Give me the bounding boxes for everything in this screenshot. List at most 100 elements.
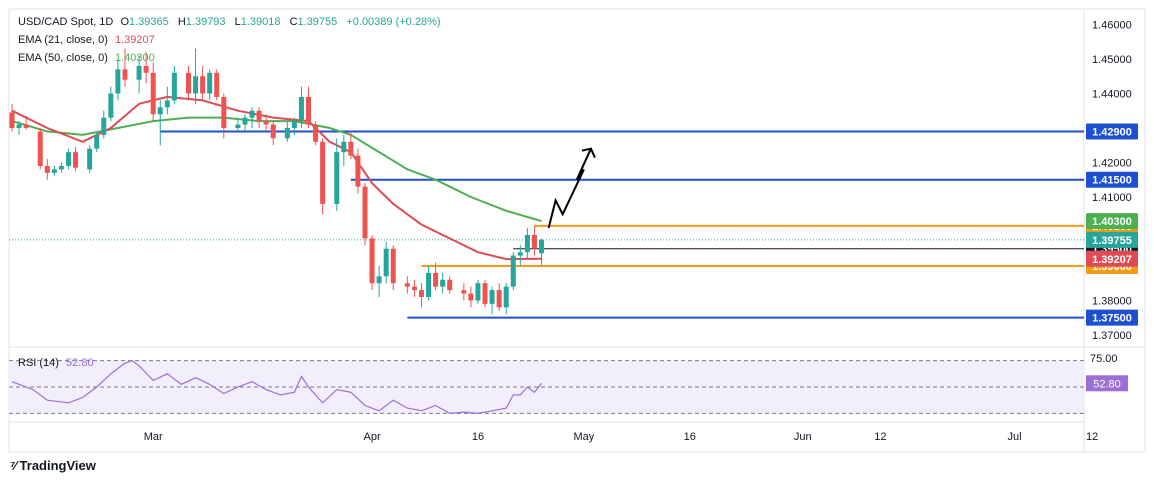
candle-body: [426, 272, 432, 297]
level-tag-resistance: 1.42900: [1086, 123, 1138, 140]
candle-body: [376, 276, 382, 284]
time-tick-label: Jul: [1007, 431, 1021, 443]
projection-path: [547, 148, 592, 229]
candle: [524, 228, 530, 260]
legend-symbol: USD/CAD Spot, 1D: [18, 16, 114, 28]
price-tag-0-bg: [1086, 213, 1138, 230]
candle: [510, 252, 516, 291]
candle: [115, 59, 121, 101]
candle-body: [482, 283, 488, 304]
legend-low-label: L: [234, 16, 241, 28]
candle-body: [496, 290, 502, 308]
legend-high-label: H: [177, 16, 186, 28]
level-tag-resistance-text: 1.42900: [1092, 126, 1132, 138]
candle-body: [510, 255, 516, 287]
price-tick-label: 1.46000: [1092, 20, 1132, 32]
time-axis[interactable]: Mar Apr 16 May 16 Jun 12 Jul 12: [144, 431, 1099, 443]
rsi-value-tag-text: 52.80: [1093, 378, 1121, 390]
candle-body: [115, 69, 121, 94]
candle-body: [404, 283, 410, 287]
candle: [87, 145, 93, 173]
candle-body: [468, 293, 474, 301]
arrow-head-icon: [581, 147, 596, 159]
candle-body: [94, 134, 100, 149]
candle-body: [37, 131, 43, 166]
candle-body: [291, 121, 297, 128]
time-tick-label: 16: [684, 431, 696, 443]
candle: [482, 279, 488, 308]
candle-body: [122, 69, 128, 80]
candle: [65, 148, 71, 170]
candle: [348, 131, 354, 160]
candle: [369, 234, 375, 291]
time-tick-label: 12: [1086, 431, 1098, 443]
price-tag-1: 1.39755: [1086, 231, 1138, 248]
candle-body: [143, 65, 149, 73]
candle-body: [23, 124, 29, 128]
legend-symbol-row: USD/CAD Spot, 1D O1.39365 H1.39793 L1.39…: [18, 16, 449, 28]
candle: [256, 107, 262, 128]
candle-body: [263, 121, 269, 125]
candle-body: [58, 165, 64, 170]
candle: [404, 276, 410, 294]
candle-body: [362, 186, 368, 239]
price-tag-0-text: 1.40300: [1092, 216, 1132, 228]
legend-close-label: C: [289, 16, 298, 28]
candle-body: [235, 124, 241, 128]
candle: [313, 121, 319, 146]
time-tick-label: Apr: [363, 431, 380, 443]
candle: [150, 62, 156, 122]
candle: [539, 238, 544, 266]
level-tag-resistance-bg: [1086, 123, 1138, 140]
chart-frame: [8, 8, 1146, 453]
candle-body: [51, 169, 57, 173]
legend-ohlc: O1.39365 H1.39793 L1.39018 C1.39755 +0.0…: [120, 16, 444, 28]
candle: [376, 265, 382, 297]
candle-body: [9, 112, 15, 128]
candle: [200, 65, 206, 101]
candle: [306, 86, 312, 128]
candle: [143, 52, 149, 84]
legend-close: 1.39755: [297, 16, 338, 28]
rsi-value-tag: 52.80: [1086, 375, 1128, 392]
level-tag-resistance-bg: [1086, 171, 1138, 188]
candle: [298, 86, 304, 128]
candle: [16, 121, 22, 135]
candle: [383, 241, 389, 284]
candle: [73, 146, 79, 172]
level-tag-resistance: 1.41500: [1086, 171, 1138, 188]
projection-arrow: [547, 147, 596, 229]
candle: [334, 138, 340, 211]
candle-body: [101, 117, 107, 135]
candle-body: [171, 72, 177, 101]
candle: [426, 265, 432, 301]
price-tags: 1.429001.415001.401631.395001.390001.375…: [1086, 123, 1138, 392]
candle-body: [489, 290, 495, 304]
candle-body: [390, 248, 396, 284]
legend-rsi-row: RSI (14) 52.80: [18, 357, 98, 369]
footer-brand[interactable]: ⁷⁄ TradingView: [10, 458, 96, 473]
candle-body: [108, 93, 114, 118]
candle-body: [256, 110, 262, 122]
candle: [270, 121, 276, 146]
rsi-value-tag-bg: [1086, 375, 1128, 392]
candle-body: [221, 96, 227, 128]
candle-body: [298, 96, 304, 122]
candle: [207, 69, 213, 101]
candle-body: [44, 165, 50, 173]
candle: [496, 283, 502, 311]
level-tag-support-text: 1.37500: [1092, 313, 1132, 325]
candle: [517, 245, 523, 266]
price-tag-1-bg: [1086, 231, 1138, 248]
candle-body: [242, 117, 248, 125]
candle-body: [475, 283, 481, 301]
candle-body: [461, 290, 467, 294]
legend-ema21-value: 1.39207: [114, 34, 155, 46]
candle-body: [355, 155, 361, 187]
rsi-axis-label: 75.00: [1090, 353, 1118, 365]
candle-body: [369, 238, 375, 284]
candle: [249, 107, 255, 128]
candle-body: [418, 290, 424, 297]
candle: [235, 117, 241, 132]
